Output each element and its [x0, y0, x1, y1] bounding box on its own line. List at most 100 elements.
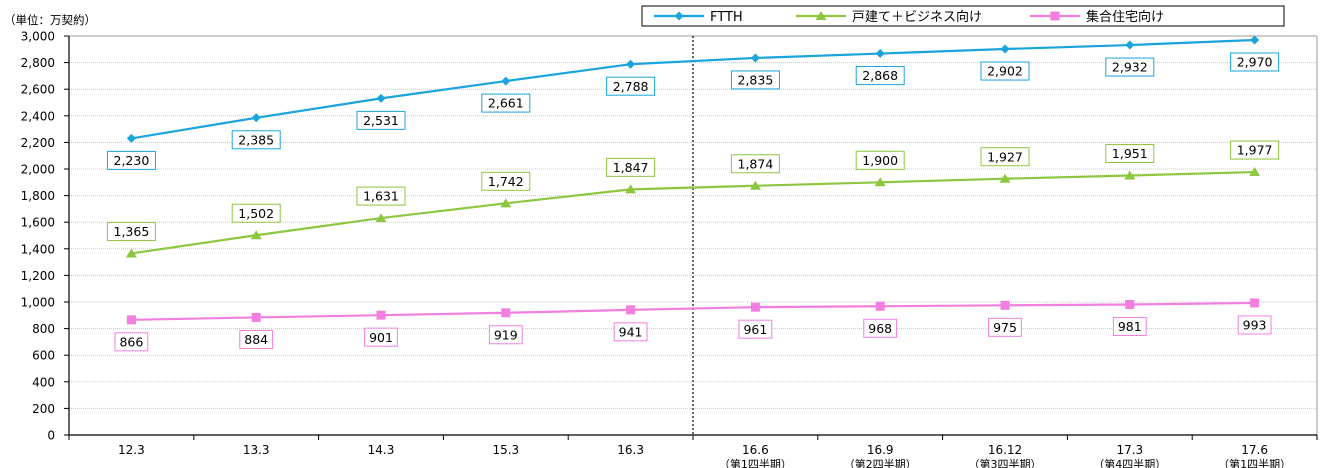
- data-point: [1000, 44, 1010, 54]
- data-label: 1,900: [862, 153, 898, 168]
- data-label-group: 2,531: [356, 110, 406, 130]
- data-point: [875, 49, 885, 59]
- data-label: 961: [743, 322, 767, 337]
- data-label-group: 968: [863, 318, 898, 338]
- data-label-box: [980, 147, 1030, 167]
- data-label-box: [356, 186, 406, 206]
- data-label: 1,365: [114, 224, 150, 239]
- data-label-box: [106, 221, 156, 241]
- data-point: [1250, 35, 1260, 45]
- y-tick-label: 200: [32, 402, 55, 416]
- data-label-box: [980, 61, 1030, 81]
- data-point: [1249, 167, 1261, 177]
- data-point: [251, 312, 261, 322]
- data-label: 866: [119, 334, 143, 349]
- data-label-group: 2,230: [106, 150, 156, 170]
- data-label-box: [1105, 57, 1155, 77]
- data-label-box: [1230, 140, 1280, 160]
- x-tick-label: 16.6: [742, 443, 769, 457]
- x-tick-label: 14.3: [368, 443, 395, 457]
- data-label-box: [1112, 317, 1147, 337]
- data-label: 1,977: [1237, 143, 1273, 158]
- data-point: [375, 213, 387, 223]
- data-label-group: 1,742: [481, 171, 531, 191]
- data-label-box: [730, 154, 780, 174]
- data-label: 941: [619, 324, 643, 339]
- legend: FTTH 戸建て＋ビジネス向け 集合住宅向け: [641, 5, 1285, 27]
- data-label: 2,230: [114, 153, 150, 168]
- data-point: [500, 198, 512, 208]
- y-tick-label: 1,000: [21, 296, 55, 310]
- data-label-box: [613, 322, 648, 342]
- data-point: [749, 180, 761, 190]
- data-point: [750, 53, 760, 63]
- y-tick-label: 2,400: [21, 109, 55, 123]
- data-label-group: 1,900: [855, 150, 905, 170]
- data-point: [750, 302, 760, 312]
- data-label: 1,502: [238, 206, 274, 221]
- legend-label: 戸建て＋ビジネス向け: [852, 9, 982, 25]
- data-label-group: 1,631: [356, 186, 406, 206]
- y-tick-label: 3,000: [21, 30, 55, 44]
- data-label-group: 993: [1237, 315, 1272, 335]
- x-tick-label: 17.6: [1241, 443, 1268, 457]
- data-point: [251, 113, 261, 123]
- data-label-box: [106, 150, 156, 170]
- data-label-group: 866: [114, 332, 149, 352]
- data-point: [126, 133, 136, 143]
- data-point: [625, 184, 637, 194]
- data-label: 2,932: [1112, 60, 1148, 75]
- data-label-box: [1105, 144, 1155, 164]
- data-label-group: 2,835: [730, 70, 780, 90]
- data-label-box: [1230, 52, 1280, 72]
- data-label-box: [730, 70, 780, 90]
- y-tick-label: 2,000: [21, 163, 55, 177]
- data-label-box: [231, 203, 281, 223]
- data-label-group: 2,661: [481, 93, 531, 113]
- data-label: 968: [868, 321, 892, 336]
- x-tick-sublabel: （第2四半期）: [844, 457, 917, 468]
- data-label: 884: [244, 332, 268, 347]
- data-point: [126, 315, 136, 325]
- legend-marker: [1050, 11, 1060, 21]
- legend-item: 集合住宅向け: [1030, 9, 1164, 25]
- series-line: [131, 38, 1255, 140]
- data-label-group: 1,951: [1105, 144, 1155, 164]
- data-label: 1,874: [738, 156, 774, 171]
- data-label-box: [356, 110, 406, 130]
- legend-box: [641, 5, 1285, 27]
- data-label-group: 1,874: [730, 154, 780, 174]
- data-point: [875, 301, 885, 311]
- data-point: [1125, 40, 1135, 50]
- y-tick-label: 0: [47, 429, 55, 443]
- data-label-box: [855, 150, 905, 170]
- data-point: [1250, 298, 1260, 308]
- series-0: [126, 35, 1260, 143]
- data-label-box: [855, 66, 905, 86]
- data-label: 1,742: [488, 174, 524, 189]
- x-tick-sublabel: （第1四半期）: [719, 457, 792, 468]
- x-tick-sublabel: （第1四半期）: [1218, 457, 1291, 468]
- data-label-group: 2,902: [980, 61, 1030, 81]
- data-label: 981: [1118, 319, 1142, 334]
- data-label: 1,631: [363, 189, 399, 204]
- y-tick-label: 1,600: [21, 216, 55, 230]
- data-label-box: [364, 327, 398, 347]
- data-point: [250, 230, 262, 240]
- data-label: 2,902: [987, 64, 1023, 79]
- data-label: 2,788: [613, 79, 649, 94]
- series-line: [131, 301, 1255, 321]
- data-label-box: [488, 325, 523, 345]
- legend-marker: [674, 11, 684, 21]
- x-tick-label: 17.3: [1116, 443, 1143, 457]
- data-label: 2,868: [862, 68, 898, 83]
- data-label: 975: [993, 320, 1017, 335]
- data-label-box: [606, 157, 656, 177]
- data-point: [1000, 300, 1010, 310]
- data-label-group: 2,788: [606, 76, 656, 96]
- data-label: 919: [494, 327, 518, 342]
- series-line: [131, 170, 1255, 255]
- data-label-box: [231, 130, 281, 150]
- data-label: 993: [1243, 318, 1267, 333]
